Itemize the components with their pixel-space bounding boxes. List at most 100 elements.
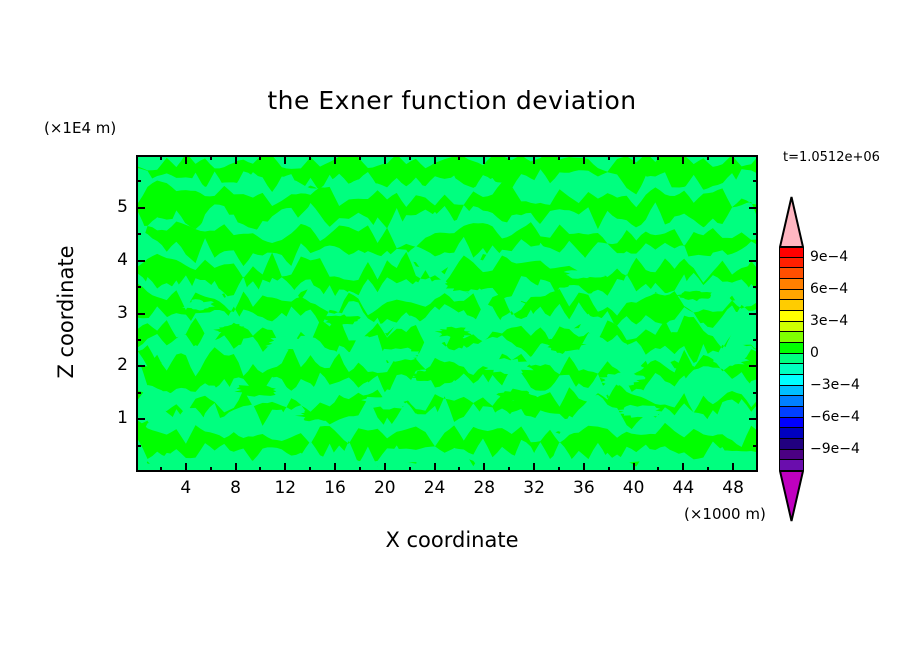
y-axis-title: Z coordinate <box>54 245 78 379</box>
x-axis-tick <box>358 155 361 160</box>
contour-plot-area <box>136 155 758 472</box>
x-axis-unit-label: (×1000 m) <box>684 505 766 523</box>
timestamp-label: t=1.0512e+06 <box>783 150 880 165</box>
x-axis-tick <box>557 155 560 160</box>
colorbar-segment <box>779 375 804 386</box>
x-axis-tick-label: 44 <box>672 478 695 498</box>
colorbar-under-arrow <box>779 470 804 522</box>
x-axis-tick <box>657 155 660 160</box>
x-axis-tick <box>682 463 685 472</box>
x-axis-tick <box>458 155 461 160</box>
colorbar-segment <box>779 300 804 311</box>
y-axis-tick <box>753 233 758 236</box>
colorbar-segment <box>779 364 804 375</box>
y-axis-tick-label: 4 <box>117 249 128 270</box>
x-axis-tick <box>458 467 461 472</box>
y-axis-tick <box>136 418 145 421</box>
colorbar-segment <box>779 311 804 322</box>
colorbar-segment <box>779 417 804 429</box>
y-axis-tick <box>136 365 145 368</box>
y-axis-tick <box>136 180 141 183</box>
y-axis-tick <box>136 444 141 447</box>
x-axis-tick-label: 4 <box>180 478 192 498</box>
colorbar-segment <box>779 332 804 343</box>
x-axis-tick <box>632 463 635 472</box>
colorbar-segment <box>779 353 804 365</box>
y-axis-tick <box>753 391 758 394</box>
x-axis-tick <box>209 155 212 160</box>
y-axis-tick-label: 2 <box>117 355 128 376</box>
x-axis-tick <box>657 467 660 472</box>
x-axis-tick <box>732 155 735 164</box>
y-axis-tick <box>136 206 145 209</box>
colorbar-segment <box>779 407 804 418</box>
x-axis-tick <box>334 155 337 164</box>
x-axis-tick <box>582 155 585 164</box>
x-axis-tick <box>284 463 287 472</box>
x-axis-tick <box>707 467 710 472</box>
y-axis-tick-label: 3 <box>117 302 128 323</box>
x-axis-tick-label: 32 <box>523 478 545 498</box>
x-axis-tick <box>309 155 312 160</box>
x-axis-tick <box>408 467 411 472</box>
y-axis-tick <box>136 259 145 262</box>
contour-field <box>138 157 756 470</box>
x-axis-tick <box>234 463 237 472</box>
colorbar-segment <box>779 449 804 461</box>
y-axis-tick <box>136 286 141 289</box>
x-axis-title: X coordinate <box>385 528 519 552</box>
x-axis-tick <box>632 155 635 164</box>
x-axis-tick <box>483 463 486 472</box>
colorbar-tick-label: −3e−4 <box>810 376 860 393</box>
x-axis-tick <box>508 155 511 160</box>
y-axis-tick-label: 5 <box>117 196 128 217</box>
x-axis-tick <box>259 467 262 472</box>
y-axis-tick <box>136 338 141 341</box>
x-axis-tick-label: 36 <box>573 478 595 498</box>
colorbar-segment <box>779 279 804 290</box>
x-axis-tick <box>383 463 386 472</box>
y-axis-tick <box>749 365 758 368</box>
x-axis-tick-label: 40 <box>622 478 645 498</box>
y-axis-tick <box>136 391 141 394</box>
y-axis-tick <box>753 180 758 183</box>
x-axis-tick <box>433 463 436 472</box>
y-axis-tick <box>753 338 758 341</box>
colorbar-over-arrow <box>779 196 804 248</box>
colorbar-segment <box>779 321 804 333</box>
x-axis-tick <box>533 463 536 472</box>
colorbar-segment <box>779 343 804 354</box>
x-axis-tick <box>483 155 486 164</box>
y-axis-tick <box>753 444 758 447</box>
y-axis-tick-label: 1 <box>117 408 128 429</box>
x-axis-tick <box>234 155 237 164</box>
colorbar-tick-label: −6e−4 <box>810 408 860 425</box>
x-axis-tick <box>184 155 187 164</box>
x-axis-tick <box>284 155 287 164</box>
colorbar-tick-label: 3e−4 <box>810 312 849 329</box>
x-axis-tick <box>209 467 212 472</box>
x-axis-tick <box>707 155 710 160</box>
y-axis-tick <box>749 259 758 262</box>
colorbar-segment <box>779 396 804 407</box>
y-axis-tick <box>749 418 758 421</box>
colorbar-segment <box>779 428 804 439</box>
y-axis-tick <box>136 233 141 236</box>
x-axis-tick <box>508 467 511 472</box>
x-axis-tick-label: 48 <box>722 478 744 498</box>
x-axis-tick <box>383 155 386 164</box>
x-axis-tick <box>159 467 162 472</box>
x-axis-tick <box>408 155 411 160</box>
x-axis-tick-label: 16 <box>324 478 346 498</box>
colorbar-segment <box>779 289 804 301</box>
colorbar-tick-label: 0 <box>810 344 819 361</box>
colorbar-tick-label: −9e−4 <box>810 440 860 457</box>
colorbar-segment <box>779 439 804 450</box>
colorbar-tick-label: 9e−4 <box>810 248 849 265</box>
x-axis-tick-label: 8 <box>230 478 241 498</box>
colorbar-segment <box>779 385 804 397</box>
x-axis-tick <box>607 155 610 160</box>
colorbar[interactable] <box>779 247 804 471</box>
x-axis-tick <box>732 463 735 472</box>
